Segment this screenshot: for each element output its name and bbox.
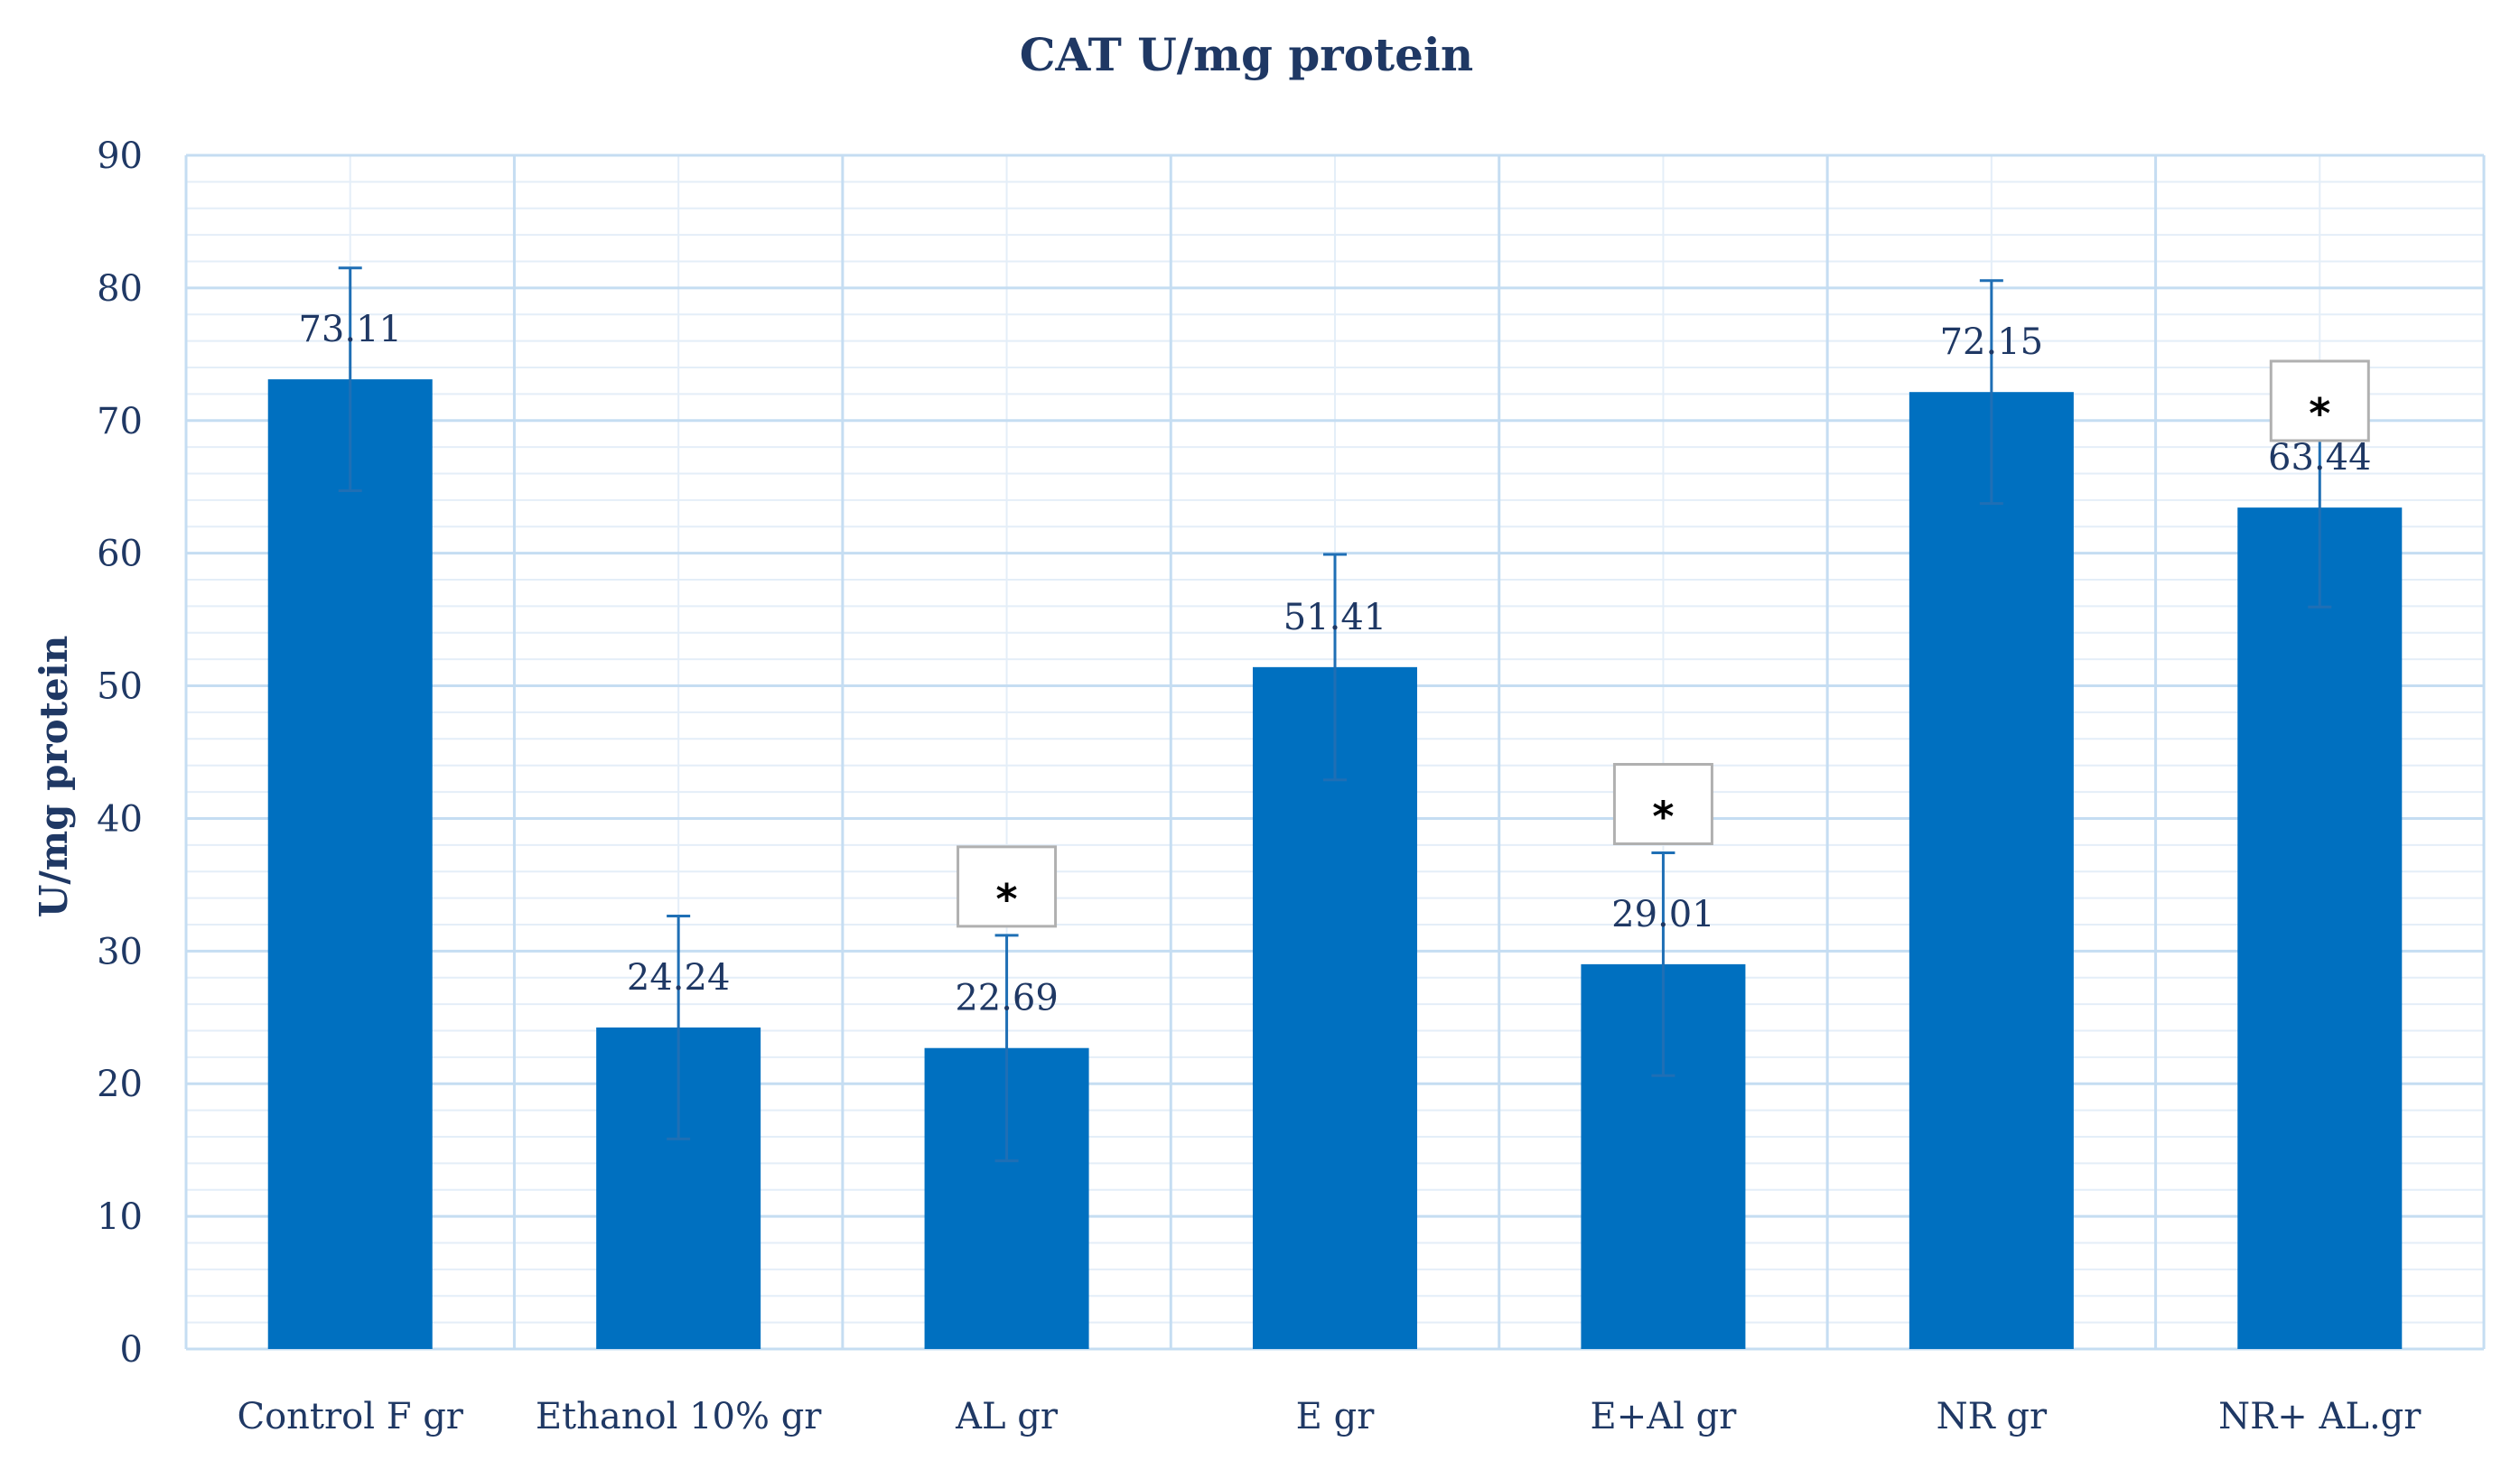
y-tick-label: 10 [97,1196,143,1238]
y-tick-label: 20 [97,1064,143,1105]
data-label: 63.44 [2268,437,2372,479]
x-tick-label: NR+ AL.gr [2218,1396,2422,1437]
x-tick-label: AL gr [955,1396,1059,1437]
significance-asterisk: * [1652,792,1674,841]
x-tick-label: Control F gr [237,1396,463,1437]
error-bars [338,266,2332,1163]
y-tick-label: 60 [97,534,143,575]
y-tick-label: 40 [97,798,143,840]
y-tick-label: 70 [97,401,143,442]
data-label: 51.41 [1283,597,1387,638]
data-label: 29.01 [1611,894,1715,935]
chart-title: CAT U/mg protein [1020,28,1474,81]
bar [2237,507,2403,1349]
y-tick-label: 50 [97,666,143,708]
bar [1909,392,2074,1349]
significance-box [1612,762,1713,845]
x-tick-label: Ethanol 10% gr [536,1396,822,1437]
data-label: 73.11 [298,309,402,350]
significance-marker: * [1612,762,1713,845]
axes: 0 10 20 30 40 50 60 70 80 90 Control F gr Ethanol 1… [97,135,2422,1437]
significance-marker: * [2269,359,2370,442]
significance-box [957,845,1058,928]
x-tick-label: NR gr [1937,1396,2048,1437]
y-tick-label: 30 [97,931,143,972]
x-tick-label: E gr [1296,1396,1376,1437]
significance-asterisk: * [996,875,1018,924]
x-tick-label: E+Al gr [1591,1396,1738,1437]
bar [267,379,433,1349]
y-tick-label: 80 [97,268,143,310]
significance-box [2269,359,2370,442]
significance-markers: * * * [957,359,2370,928]
significance-asterisk: * [2309,389,2330,438]
data-label: 72.15 [1940,321,2044,363]
y-tick-label: 90 [97,135,143,177]
data-label: 22.69 [955,978,1059,1019]
significance-marker: * [957,845,1058,928]
data-label: 24.24 [627,957,731,999]
y-tick-label: 0 [120,1329,143,1371]
bars [267,379,2403,1349]
y-axis-label: U/mg protein [32,636,76,918]
data-labels: 73.11 24.24 22.69 51.41 29.01 72.15 63.44 [298,309,2371,1019]
